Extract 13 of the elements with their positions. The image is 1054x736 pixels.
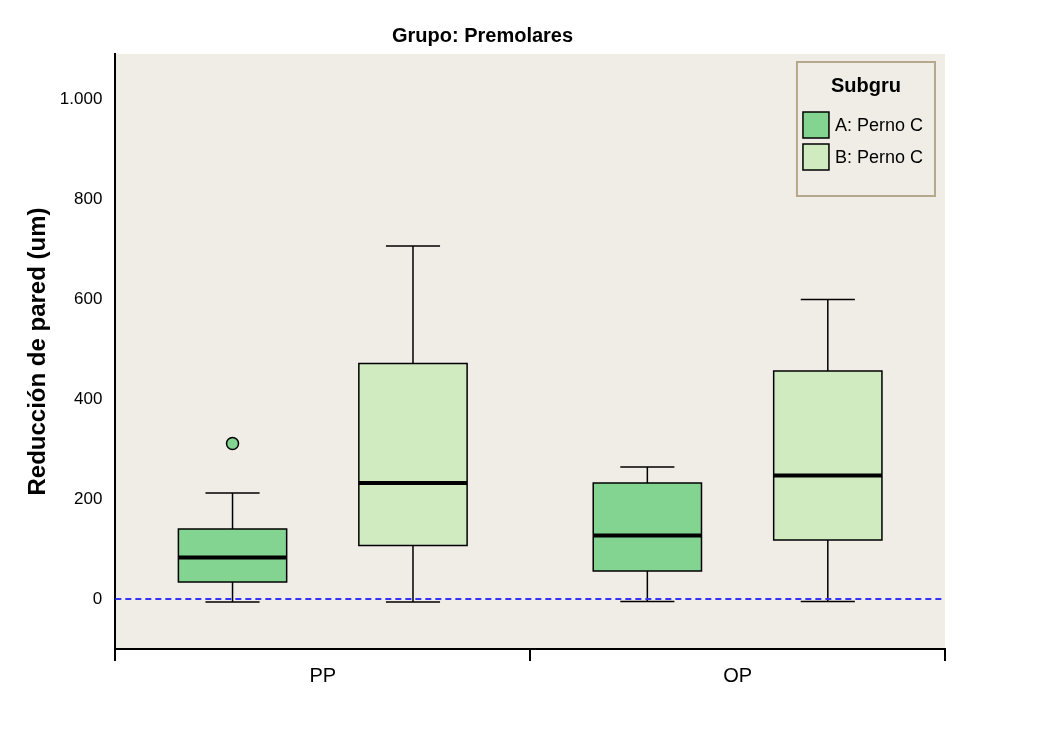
y-tick-label: 800: [73, 188, 103, 208]
legend-title: Subgru: [830, 73, 901, 96]
y-tick-label: 200: [73, 488, 103, 508]
y-tick-label: 1.000: [59, 88, 103, 108]
y-axis-title: Reducción de pared (um): [23, 207, 51, 496]
y-tick-label: 0: [92, 588, 103, 608]
y-tick-label: 400: [73, 388, 103, 408]
chart-title: Grupo: Premolares: [391, 23, 574, 46]
x-tick-label: OP: [723, 663, 753, 686]
y-tick-label: 600: [73, 288, 103, 308]
legend-label: A: Perno C: [834, 114, 924, 135]
legend-label: B: Perno C: [834, 146, 924, 167]
x-tick-label: PP: [309, 663, 337, 686]
